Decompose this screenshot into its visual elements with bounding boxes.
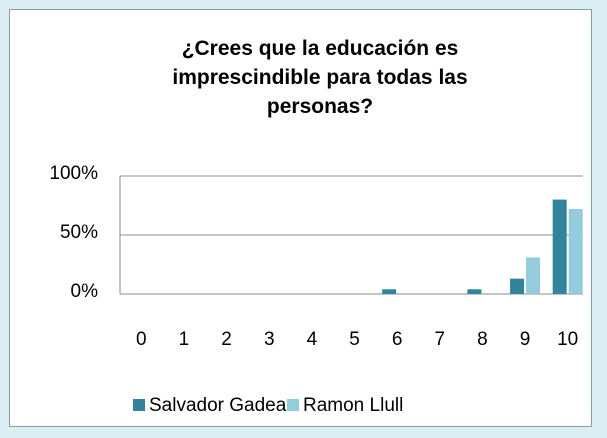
- x-tick-label: 6: [392, 329, 403, 350]
- x-tick-label: 2: [221, 329, 232, 350]
- legend-swatch: [133, 399, 145, 411]
- y-tick-label: 0%: [71, 281, 99, 302]
- y-tick-label: 50%: [60, 222, 98, 243]
- bar: [467, 289, 482, 294]
- legend-label: Salvador Gadea: [149, 395, 287, 416]
- x-tick-label: 3: [264, 329, 275, 350]
- y-tick-label: 100%: [49, 163, 98, 184]
- legend-label: Ramon Llull: [303, 395, 403, 416]
- bar: [526, 257, 541, 294]
- x-tick-label: 8: [477, 329, 488, 350]
- x-tick-label: 9: [520, 329, 531, 350]
- chart-title: ¿Crees que la educación es imprescindibl…: [172, 37, 468, 118]
- bar: [510, 278, 525, 294]
- bar: [552, 199, 567, 294]
- x-tick-label: 7: [434, 329, 445, 350]
- legend-swatch: [287, 399, 299, 411]
- x-tick-label: 0: [136, 329, 147, 350]
- x-tick-label: 1: [179, 329, 190, 350]
- x-tick-label: 5: [349, 329, 360, 350]
- bar: [568, 209, 583, 294]
- x-tick-label: 4: [307, 329, 318, 350]
- chart-panel: [9, 9, 592, 427]
- x-tick-label: 10: [557, 329, 578, 350]
- bar: [382, 289, 397, 294]
